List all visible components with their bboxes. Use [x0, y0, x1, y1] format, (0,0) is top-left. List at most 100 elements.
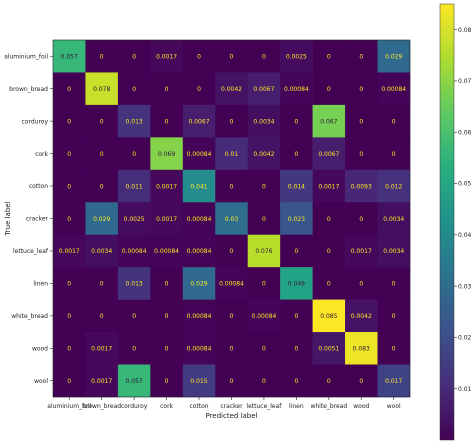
matrix-cell [182, 137, 216, 171]
cell-value-label: 0.01 [225, 151, 239, 158]
cell-value-label: 0 [67, 281, 71, 288]
matrix-cell [312, 137, 346, 171]
cell-value-label: 0.023 [288, 216, 305, 223]
matrix-cell [53, 332, 86, 365]
cell-value-label: 0 [67, 151, 71, 158]
y-tick-label: lettuce_leaf [13, 248, 49, 255]
cell-value-label: 0.00084 [187, 151, 212, 158]
matrix-cell [117, 202, 151, 235]
cell-value-label: 0 [327, 216, 331, 223]
matrix-cell [377, 40, 411, 73]
cell-value-label: 0 [230, 346, 234, 353]
matrix-cell [247, 104, 281, 138]
y-tick-label: brown_bread [9, 86, 48, 93]
matrix-cell [345, 267, 378, 300]
cell-value-label: 0.00084 [187, 248, 212, 255]
cell-value-label: 0 [67, 346, 71, 353]
matrix-cell [150, 169, 184, 203]
matrix-cell [215, 202, 248, 235]
cell-value-label: 0 [132, 151, 136, 158]
cell-value-label: 0.057 [126, 378, 143, 385]
matrix-cell [182, 332, 216, 365]
cell-value-label: 0.0017 [156, 183, 177, 190]
cell-value-label: 0.0017 [91, 346, 112, 353]
matrix-cell [182, 267, 216, 300]
cell-value-label: 0 [359, 54, 363, 61]
matrix-cell [182, 364, 216, 398]
matrix-cell [280, 332, 313, 365]
cell-value-label: 0.0042 [253, 151, 274, 158]
colorbar-ticks: 0.01 0.02 0.03 0.04 0.05 0.06 0.07 0.08 [454, 27, 472, 393]
x-tick-label: corduroy [121, 403, 148, 410]
x-tick-label: white_bread [310, 403, 347, 410]
matrix-cell [53, 234, 86, 268]
cell-value-label: 0.012 [385, 183, 402, 190]
matrix-cell [280, 137, 313, 171]
colorbar-tick-label: 0.05 [458, 181, 472, 188]
cell-value-label: 0 [327, 281, 331, 288]
matrix-cell [345, 364, 378, 398]
colorbar [439, 3, 455, 441]
x-tick-label: cotton [189, 403, 208, 410]
cell-value-label: 0.00084 [381, 86, 406, 93]
x-tick-label: cork [160, 403, 173, 410]
cell-value-label: 0 [132, 313, 136, 320]
y-tick-label: white_bread [11, 313, 48, 320]
matrix-cell [215, 169, 248, 203]
cell-value-label: 0.0051 [318, 346, 339, 353]
matrix-cell [280, 364, 313, 398]
matrix-cell [150, 299, 184, 333]
matrix-cell [280, 169, 313, 203]
matrix-cell [215, 40, 248, 73]
y-tick-label: linen [33, 281, 48, 288]
matrix-cell [182, 202, 216, 235]
cell-value-label: 0 [197, 86, 201, 93]
matrix-cell [377, 169, 411, 203]
cell-value-label: 0 [100, 313, 104, 320]
matrix-cell [182, 40, 216, 73]
matrix-cell [312, 234, 346, 268]
cell-value-label: 0.013 [126, 118, 143, 125]
matrix-cell [150, 267, 184, 300]
matrix-cell [215, 234, 248, 268]
cell-value-label: 0 [230, 183, 234, 190]
matrix-cell [150, 234, 184, 268]
cell-value-label: 0 [67, 118, 71, 125]
matrix-cell [150, 137, 184, 171]
matrix-cell [377, 299, 411, 333]
matrix-cell [247, 267, 281, 300]
cell-value-label: 0.041 [190, 183, 207, 190]
colorbar-tick-label: 0.07 [458, 78, 472, 85]
matrix-cell [215, 72, 248, 106]
matrix-cell [377, 104, 411, 138]
cell-value-label: 0 [359, 86, 363, 93]
cell-value-label: 0 [165, 313, 169, 320]
matrix-cell [215, 332, 248, 365]
cell-value-label: 0 [165, 86, 169, 93]
x-tick-label: wood [353, 403, 369, 410]
cell-value-label: 0 [262, 216, 266, 223]
matrix-cell [182, 72, 216, 106]
cell-value-label: 0 [359, 378, 363, 385]
cell-value-label: 0 [327, 86, 331, 93]
matrix-cell [53, 169, 86, 203]
matrix-cell [53, 72, 86, 106]
matrix-cell [85, 364, 119, 398]
x-tick-label: lettuce_leaf [246, 403, 282, 410]
matrix-cell [345, 137, 378, 171]
cell-value-label: 0.0042 [351, 313, 372, 320]
matrix-cell [53, 202, 86, 235]
cell-value-label: 0 [359, 216, 363, 223]
cell-value-label: 0.0067 [253, 86, 274, 93]
matrix-cell [53, 137, 86, 171]
cell-value-label: 0 [262, 54, 266, 61]
cell-value-label: 0 [100, 151, 104, 158]
cell-value-label: 0.0017 [59, 248, 80, 255]
cell-value-label: 0 [294, 118, 298, 125]
cell-value-label: 0 [262, 378, 266, 385]
matrix-cell [377, 234, 411, 268]
cell-value-label: 0.076 [255, 248, 272, 255]
cell-value-label: 0 [230, 118, 234, 125]
matrix-cell [345, 169, 378, 203]
matrix-cell [53, 104, 86, 138]
